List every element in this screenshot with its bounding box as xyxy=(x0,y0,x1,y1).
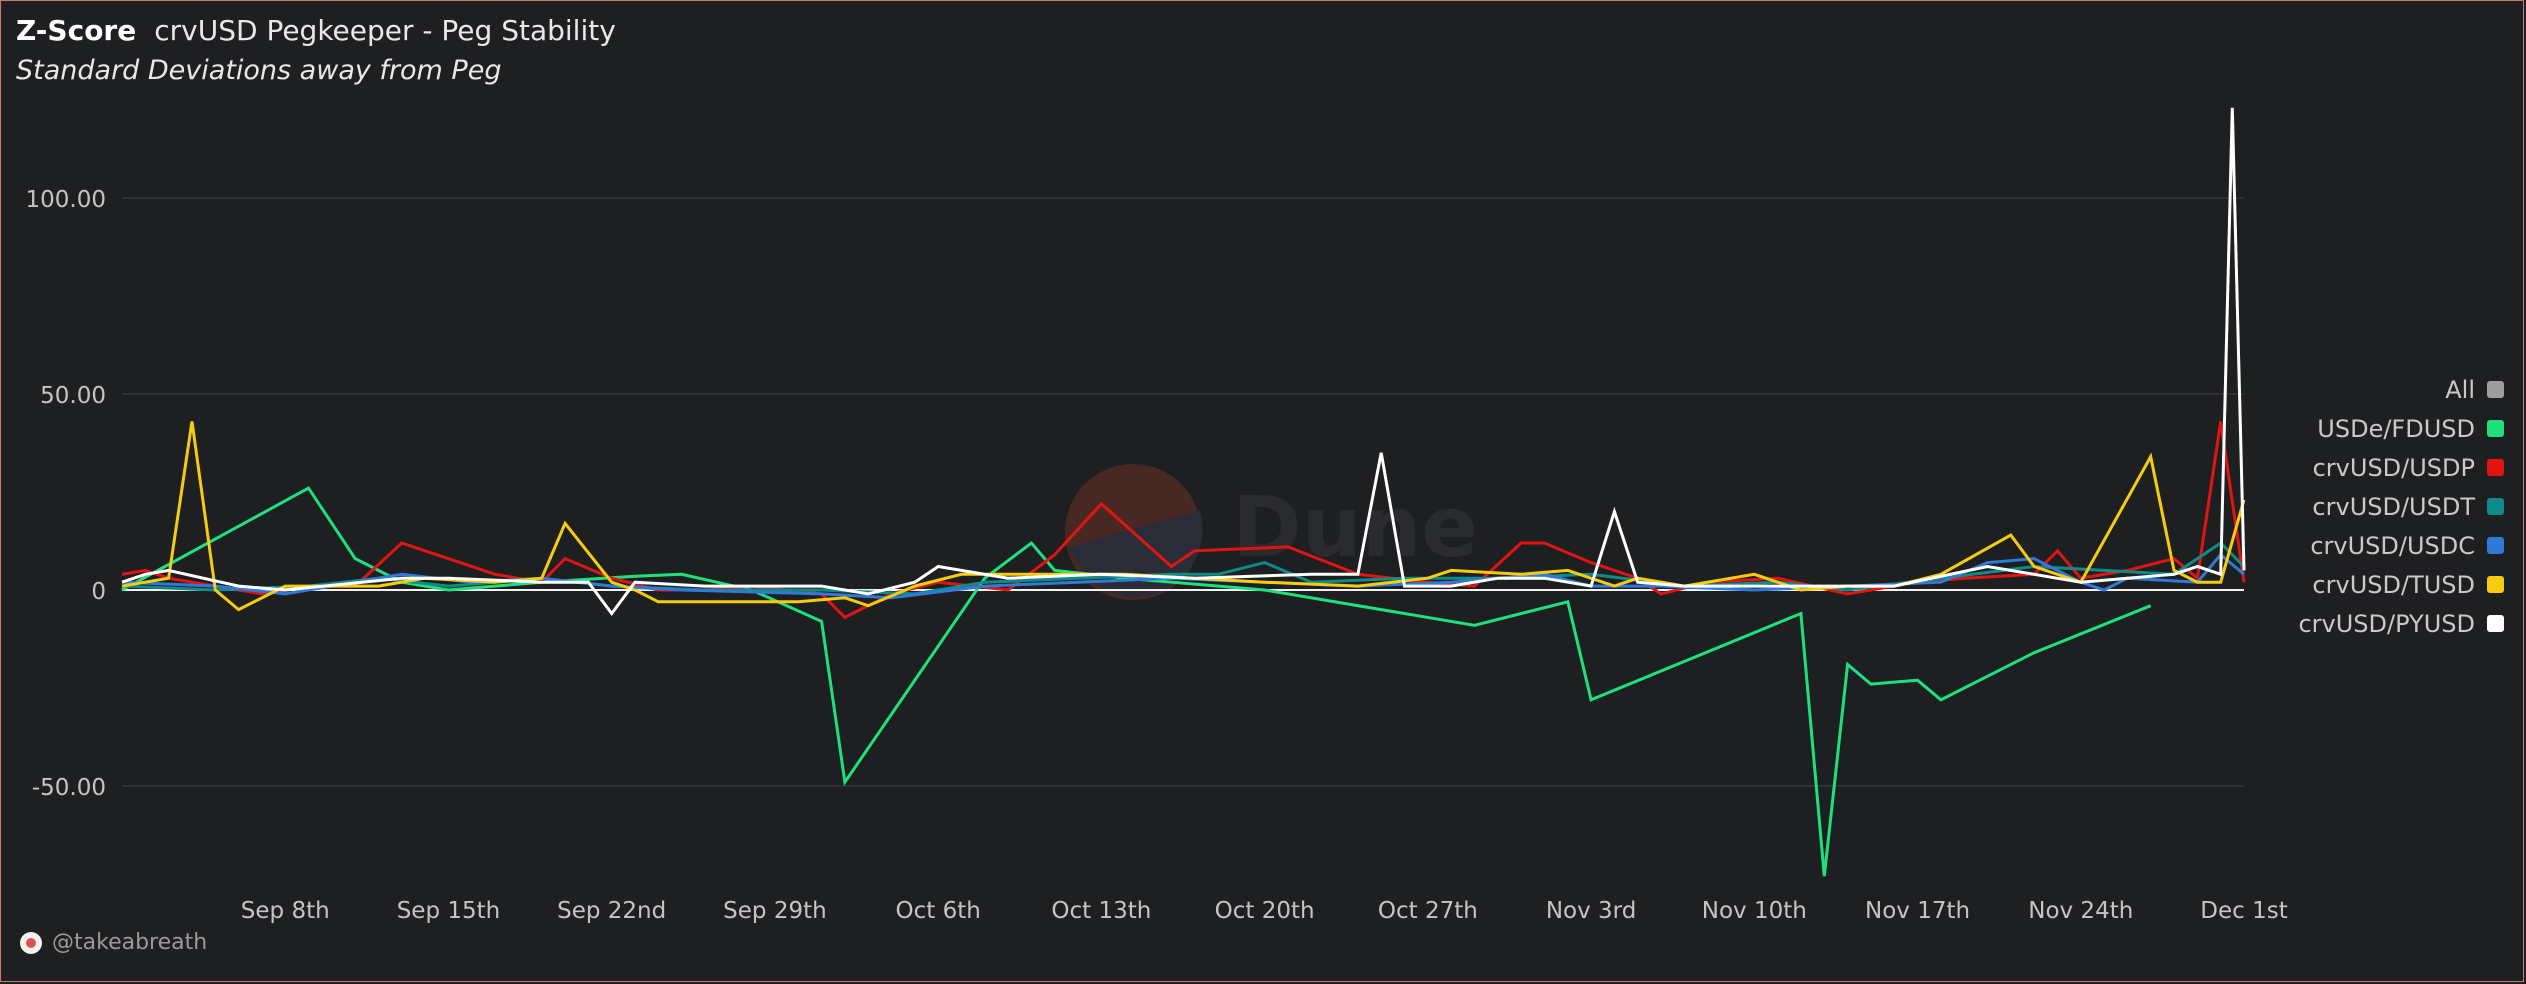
legend-swatch xyxy=(2487,576,2504,593)
legend-label: crvUSD/USDT xyxy=(2312,492,2475,521)
legend-label: crvUSD/TUSD xyxy=(2312,570,2475,599)
avatar xyxy=(20,931,42,954)
x-tick-label: Nov 24th xyxy=(2028,898,2133,924)
x-tick-label: Sep 8th xyxy=(241,898,330,924)
legend-swatch xyxy=(2487,615,2504,632)
series-line-crvusd-pyusd xyxy=(121,107,2246,617)
legend-item[interactable]: crvUSD/TUSD xyxy=(2298,565,2504,604)
title-row: Z-Score crvUSD Pegkeeper - Peg Stability xyxy=(16,14,616,47)
author-handle: @takeabreath xyxy=(52,930,208,955)
y-tick-label: -50.00 xyxy=(32,775,106,801)
x-tick-label: Nov 3rd xyxy=(1546,898,1636,924)
chart-title: Z-Score xyxy=(16,14,137,47)
chart-query-name: crvUSD Pegkeeper - Peg Stability xyxy=(154,14,616,47)
legend-swatch xyxy=(2487,381,2504,398)
legend-item[interactable]: All xyxy=(2298,370,2504,409)
legend-label: crvUSD/USDC xyxy=(2310,531,2475,560)
legend-label: USDe/FDUSD xyxy=(2317,414,2475,443)
x-tick-label: Sep 22nd xyxy=(557,898,666,924)
x-tick-label: Dec 1st xyxy=(2200,898,2287,924)
legend-item[interactable]: USDe/FDUSD xyxy=(2298,409,2504,448)
legend-swatch xyxy=(2487,459,2504,476)
x-tick-label: Sep 29th xyxy=(723,898,827,924)
chart-subtitle: Standard Deviations away from Peg xyxy=(16,55,502,86)
legend-swatch xyxy=(2487,420,2504,437)
x-tick-label: Sep 15th xyxy=(397,898,501,924)
series-line-usde-fdusd xyxy=(121,486,2152,877)
legend-item[interactable]: crvUSD/USDT xyxy=(2298,487,2504,526)
y-tick-label: 50.00 xyxy=(40,383,106,409)
x-tick-label: Nov 10th xyxy=(1702,898,1807,924)
chart-header: Z-Score crvUSD Pegkeeper - Peg Stability… xyxy=(16,14,616,86)
x-tick-label: Oct 20th xyxy=(1215,898,1315,924)
x-tick-label: Nov 17th xyxy=(1865,898,1970,924)
x-tick-label: Oct 13th xyxy=(1051,898,1151,924)
legend-swatch xyxy=(2487,537,2504,554)
x-tick-label: Oct 6th xyxy=(895,898,980,924)
y-tick-label: 0 xyxy=(91,579,106,605)
author-credit[interactable]: @takeabreath xyxy=(20,930,207,955)
legend-item[interactable]: crvUSD/USDP xyxy=(2298,448,2504,487)
legend-item[interactable]: crvUSD/USDC xyxy=(2298,526,2504,565)
watermark-text: Dune xyxy=(1232,478,1478,576)
series-line-crvusd-usdp xyxy=(121,421,2246,620)
chart-legend: All USDe/FDUSD crvUSD/USDP crvUSD/USDT crvUS… xyxy=(2298,370,2504,643)
legend-label: All xyxy=(2445,375,2475,404)
legend-item[interactable]: crvUSD/PYUSD xyxy=(2298,604,2504,643)
legend-label: crvUSD/USDP xyxy=(2312,453,2475,482)
x-tick-label: Oct 27th xyxy=(1378,898,1478,924)
y-tick-label: 100.00 xyxy=(26,187,106,213)
legend-label: crvUSD/PYUSD xyxy=(2298,609,2475,638)
legend-swatch xyxy=(2487,498,2504,515)
